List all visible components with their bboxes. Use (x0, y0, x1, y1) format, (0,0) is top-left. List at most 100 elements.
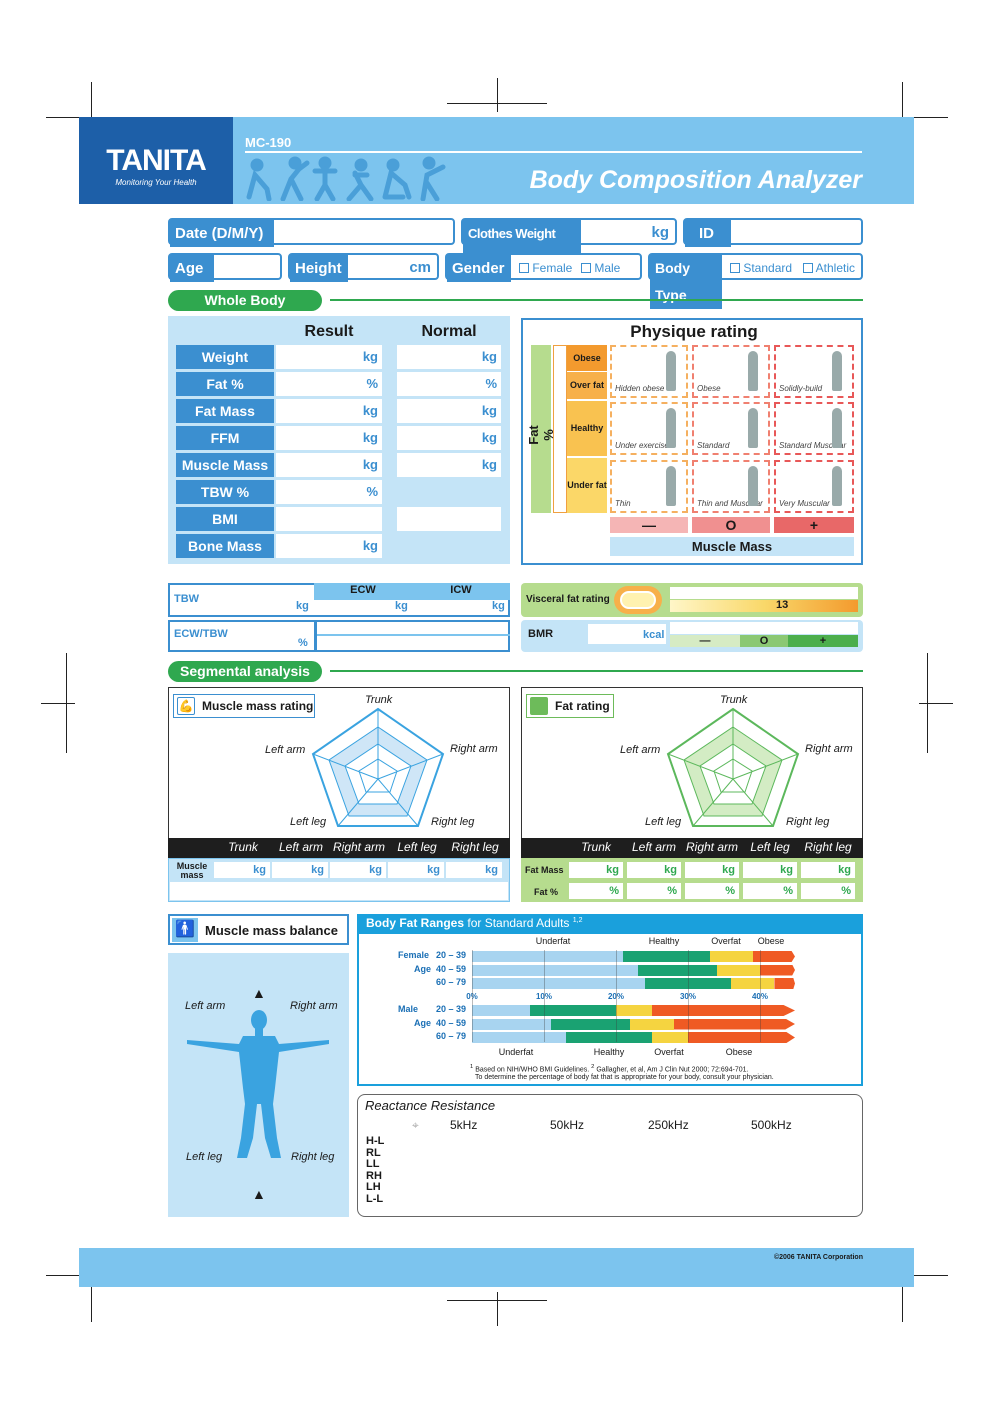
result-value[interactable] (276, 507, 382, 531)
normal-value[interactable]: % (397, 372, 501, 396)
range-tick-label: 40% (751, 992, 768, 1001)
measure-label: Fat Mass (176, 399, 274, 423)
header-rule (245, 151, 862, 153)
balance-left-arm-label: Left arm (185, 1000, 226, 1012)
fat-mass-right_leg-value[interactable]: kg (801, 862, 855, 878)
range-bottom-label: Overfat (654, 1047, 684, 1057)
female-label: Female (532, 261, 573, 275)
result-value[interactable]: kg (276, 426, 382, 450)
fat-trunk-label: Trunk (720, 694, 748, 706)
body-type-standard-option[interactable]: Standard (730, 261, 792, 275)
healthy-segment (529, 1005, 616, 1016)
fat-left-arm-label: Left arm (620, 744, 661, 756)
standard-checkbox[interactable] (730, 263, 740, 273)
age-label: Age (170, 255, 214, 282)
body-figure-icon (187, 1010, 329, 1158)
underfat-segment (472, 964, 638, 976)
gender-male-option[interactable]: Male (581, 261, 620, 275)
fat-pct-left_arm-value[interactable]: % (627, 883, 681, 899)
result-value[interactable]: kg (276, 534, 382, 558)
muscle-mass-left_arm-value[interactable]: kg (272, 862, 328, 878)
normal-value[interactable]: kg (397, 453, 501, 477)
level-obese: Obese (567, 345, 607, 371)
fat-pct-row-label: Fat % (534, 887, 559, 897)
body-silhouette-icon (666, 351, 676, 391)
fat-mass-right_arm-value[interactable]: kg (685, 862, 739, 878)
healthy-segment (565, 1032, 652, 1043)
clothes-weight-field[interactable]: Clothes Weight (PT) kg (461, 218, 677, 274)
fat-segment-right_leg-header: Right leg (804, 840, 852, 854)
result-value[interactable]: % (276, 480, 382, 504)
athletic-checkbox[interactable] (803, 263, 813, 273)
visceral-icon (614, 586, 662, 614)
date-field[interactable]: Date (D/M/Y) (168, 218, 455, 247)
obese-segment (752, 951, 795, 962)
female-checkbox[interactable] (519, 263, 529, 273)
person-fat-icon (530, 697, 548, 715)
male-checkbox[interactable] (581, 263, 591, 273)
normal-value[interactable]: kg (397, 345, 501, 369)
range-gridline (472, 950, 473, 1042)
underfat-segment (472, 951, 624, 962)
id-field[interactable]: ID (683, 218, 863, 247)
normal-value[interactable] (397, 507, 501, 531)
bmr-value-box (588, 624, 666, 644)
gender-female-option[interactable]: Female (519, 261, 572, 275)
reactance-row-label: L-L (366, 1192, 384, 1205)
icw-label: ICW (450, 584, 472, 596)
normal-value[interactable]: kg (397, 426, 501, 450)
fat-pct-left_leg-value[interactable]: % (743, 883, 797, 899)
physique-rating-title: Physique rating (630, 322, 758, 341)
body-fat-ranges-subtitle: for Standard Adults (467, 916, 570, 930)
result-value[interactable]: kg (276, 399, 382, 423)
muscle-mass-right_arm-value[interactable]: kg (330, 862, 386, 878)
measure-label: Bone Mass (176, 534, 274, 558)
height-label: Height (290, 255, 348, 282)
result-value[interactable]: kg (276, 453, 382, 477)
obese-segment (652, 1005, 795, 1016)
overfat-segment (731, 978, 775, 989)
muscle-segment-trunk-header: Trunk (228, 840, 258, 854)
height-field[interactable]: Height cm (288, 253, 439, 282)
height-unit: cm (409, 259, 431, 276)
bmr-zero: O (740, 635, 788, 647)
up-arrow-icon: ▲ (252, 985, 266, 1001)
bmr-label: BMR (528, 628, 554, 640)
physique-cell-label: Standard (697, 441, 730, 450)
muscle-mass-right_leg-value[interactable]: kg (446, 862, 502, 878)
fat-axis-bar (531, 345, 551, 513)
range-gridline (760, 950, 761, 1042)
page-title: Body Composition Analyzer (529, 166, 862, 194)
muscle-segment-header (168, 838, 510, 858)
fat-scale-column (553, 345, 567, 513)
male-label: Male (594, 261, 621, 275)
range-bottom-label: Healthy (593, 1047, 625, 1057)
muscle-mass-trunk-value[interactable]: kg (214, 862, 270, 878)
body-type-field[interactable]: Body Type Standard Athletic (648, 253, 863, 309)
physique-cell: Solidly-build (774, 345, 854, 398)
reactance-row-label: RL (366, 1146, 381, 1159)
fat-pct-trunk-value[interactable]: % (569, 883, 623, 899)
result-value[interactable]: kg (276, 345, 382, 369)
body-type-athletic-option[interactable]: Athletic (803, 261, 855, 275)
fat-pct-right_arm-value[interactable]: % (685, 883, 739, 899)
normal-value[interactable]: kg (397, 399, 501, 423)
ecw-icw-header (314, 583, 510, 600)
fat-mass-left_arm-value[interactable]: kg (627, 862, 681, 878)
age-field[interactable]: Age (168, 253, 282, 282)
result-value[interactable]: % (276, 372, 382, 396)
body-fat-ranges-sup: 1,2 (572, 917, 583, 924)
tbw-label: TBW (174, 593, 200, 605)
gender-field[interactable]: Gender Female Male (445, 253, 642, 282)
fat-pct-right_leg-value[interactable]: % (801, 883, 855, 899)
whole-body-heading: Whole Body (168, 290, 322, 311)
level-overfat: Over fat (567, 372, 607, 399)
muscle-mass-left_leg-value[interactable]: kg (388, 862, 444, 878)
fat-mass-left_leg-value[interactable]: kg (743, 862, 797, 878)
reactance-panel (357, 1094, 863, 1217)
physique-cell: Very Muscular (774, 460, 854, 513)
fat-left-leg-label: Left leg (645, 816, 682, 828)
range-gridline (616, 950, 617, 1042)
visceral-value: 13 (776, 599, 789, 611)
fat-mass-trunk-value[interactable]: kg (569, 862, 623, 878)
